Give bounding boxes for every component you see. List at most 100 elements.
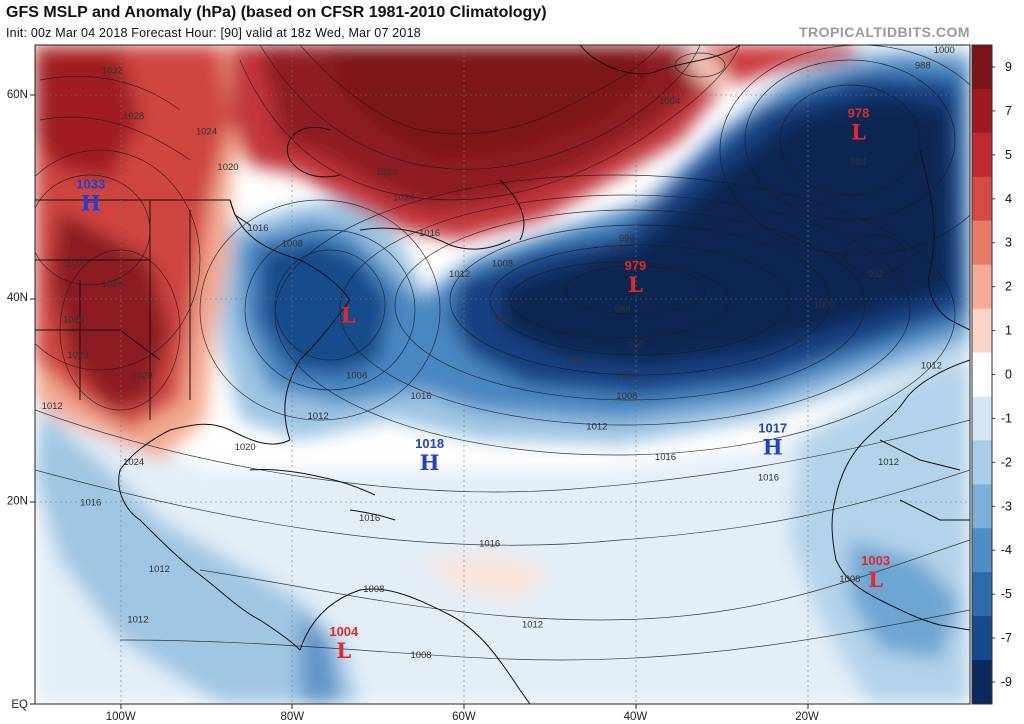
isobar-contours bbox=[35, 45, 970, 661]
colorbar-swatch bbox=[972, 220, 992, 266]
isobar-label: 1004 bbox=[616, 371, 637, 382]
axis-ticks bbox=[30, 94, 809, 709]
colorbar-label: -4 bbox=[1001, 543, 1012, 557]
lon-label: 100W bbox=[106, 711, 136, 723]
colorbar-swatch bbox=[972, 88, 992, 134]
isobar-label: 1000 bbox=[565, 355, 586, 366]
colorbar-swatch bbox=[972, 440, 992, 485]
center-letter: H bbox=[81, 191, 101, 216]
colorbar-label: -9 bbox=[1001, 675, 1012, 689]
center-letter: H bbox=[763, 435, 783, 460]
latitude-labels: 60N 40N 20N EQ bbox=[7, 89, 28, 711]
isobar-label: 992 bbox=[495, 315, 511, 326]
colorbar-swatch bbox=[972, 308, 992, 354]
lon-label: 60W bbox=[452, 711, 476, 723]
isobar-label: 1012 bbox=[586, 421, 607, 432]
isobar-label: 1028 bbox=[132, 371, 153, 382]
isobar-label: 1024 bbox=[196, 126, 217, 137]
isobar-label: 1008 bbox=[282, 238, 303, 249]
isobar-label: 1008 bbox=[410, 650, 431, 661]
isobar-labels: 1032 1028 1024 1020 1028 1024 1016 1016 1008 1012… bbox=[42, 45, 955, 661]
center-letter: L bbox=[336, 638, 351, 663]
colorbar-swatch bbox=[972, 264, 992, 310]
isobar-label: 1016 bbox=[655, 452, 676, 463]
isobar-label: 1000 bbox=[934, 45, 955, 56]
colorbar-swatch bbox=[972, 45, 992, 90]
isobar-label: 1020 bbox=[67, 350, 88, 361]
coastlines bbox=[35, 45, 970, 704]
isobar-label: 1012 bbox=[127, 615, 148, 626]
center-pressure-value: 1017 bbox=[758, 421, 787, 436]
isobar-label: 1016 bbox=[247, 223, 268, 234]
lat-label: 20N bbox=[7, 496, 28, 508]
center-letter: L bbox=[868, 567, 883, 592]
map-title: GFS MSLP and Anomaly (hPa) (based on CFS… bbox=[6, 4, 547, 21]
colorbar-swatch bbox=[972, 572, 992, 617]
colorbar-label: 5 bbox=[1005, 148, 1012, 162]
brand-watermark: TROPICALTIDBITS.COM bbox=[798, 24, 970, 40]
isobar-label: 1016 bbox=[410, 391, 431, 402]
isobar-label: 996 bbox=[619, 233, 635, 244]
colorbar-label: 4 bbox=[1005, 192, 1012, 206]
colorbar-label: -7 bbox=[1001, 631, 1012, 645]
colorbar-swatch bbox=[972, 176, 992, 222]
colorbar: 9 7 5 4 3 2 1 0 -1 -2 -3 -4 -5 -7 -9 bbox=[971, 44, 1012, 705]
center-letter: L bbox=[341, 302, 356, 327]
isobar-label: 1000 bbox=[814, 299, 835, 310]
lat-label: EQ bbox=[11, 699, 28, 711]
lon-label: 80W bbox=[281, 711, 305, 723]
isobar-label: 1016 bbox=[479, 538, 500, 549]
lat-label: 40N bbox=[7, 292, 28, 304]
anomaly-field: 1032 1028 1024 1020 1028 1024 1016 1016 1008 1012… bbox=[35, 45, 970, 704]
colorbar-label: 9 bbox=[1005, 60, 1012, 74]
colorbar-swatch bbox=[972, 660, 992, 705]
colorbar-label: 3 bbox=[1005, 236, 1012, 250]
colorbar-label: 0 bbox=[1005, 368, 1012, 382]
colorbar-label: -5 bbox=[1001, 587, 1012, 601]
center-pressure-value: 978 bbox=[848, 105, 870, 120]
isobar-label: 1008 bbox=[346, 371, 367, 382]
isobar-label: 1012 bbox=[522, 620, 543, 631]
isobar-label: 1028 bbox=[376, 167, 397, 178]
isobar-label: 1028 bbox=[102, 279, 123, 290]
isobar-label: 992 bbox=[610, 243, 626, 254]
isobar-label: 1008 bbox=[363, 584, 384, 595]
isobar-label: 1012 bbox=[449, 269, 470, 280]
isobar-label: 1012 bbox=[149, 564, 170, 575]
low-pressure-center: L bbox=[341, 302, 356, 327]
colorbar-label: -2 bbox=[1001, 455, 1012, 469]
isobar-label: 1024 bbox=[123, 457, 144, 468]
longitude-labels: 100W 80W 60W 40W 20W bbox=[106, 711, 819, 723]
colorbar-label: 2 bbox=[1005, 280, 1012, 294]
isobar-label: 1016 bbox=[419, 228, 440, 239]
center-letter: H bbox=[420, 450, 440, 475]
map-frame bbox=[34, 44, 971, 705]
center-pressure-value: 1003 bbox=[861, 553, 890, 568]
colorbar-swatch bbox=[972, 132, 992, 178]
center-letter: L bbox=[851, 119, 866, 144]
isobar-label: 1008 bbox=[492, 259, 513, 270]
colorbar-label: -3 bbox=[1001, 499, 1012, 513]
isobar-label: 1016 bbox=[80, 498, 101, 509]
lat-label: 60N bbox=[7, 89, 28, 101]
lon-label: 20W bbox=[795, 711, 819, 723]
graticule bbox=[35, 45, 970, 704]
colorbar-swatch bbox=[972, 396, 992, 441]
isobar-label: 1024 bbox=[63, 259, 84, 270]
center-pressure-value: 979 bbox=[625, 258, 647, 273]
isobar-label: 1032 bbox=[102, 65, 123, 76]
isobar-label: 988 bbox=[615, 304, 631, 315]
isobar-label: 1008 bbox=[839, 574, 860, 585]
colorbar-swatch bbox=[972, 484, 992, 529]
isobar-label: 1012 bbox=[308, 411, 329, 422]
isobar-label: 1020 bbox=[235, 442, 256, 453]
isobar-label: 1020 bbox=[63, 315, 84, 326]
